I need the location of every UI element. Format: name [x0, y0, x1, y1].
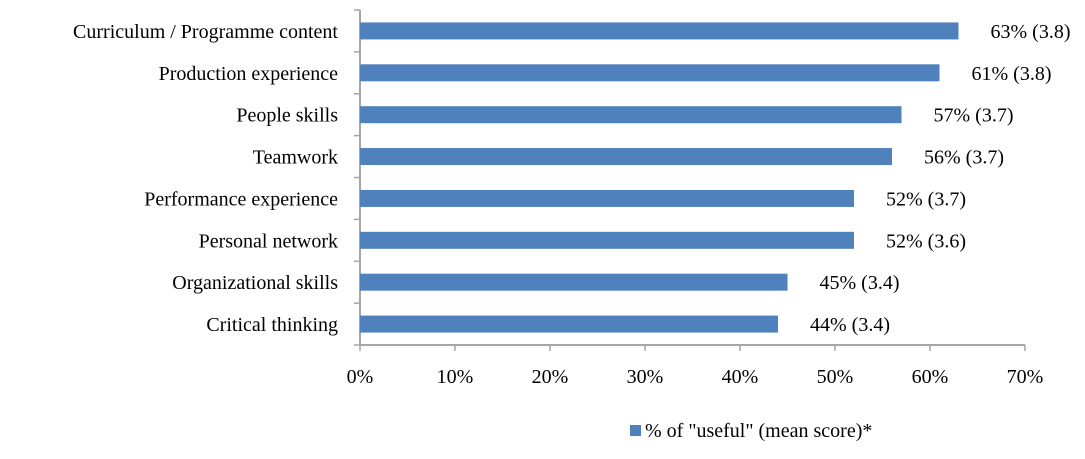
data-label: 45% (3.4)	[820, 272, 900, 294]
bar	[360, 273, 788, 291]
data-label: 52% (3.6)	[886, 230, 966, 252]
data-label: 56% (3.7)	[924, 147, 1004, 169]
x-tick-label: 60%	[912, 366, 949, 388]
x-tick-label: 20%	[532, 366, 569, 388]
category-label: Teamwork	[253, 147, 338, 169]
bar	[360, 64, 940, 82]
category-label: Production experience	[159, 63, 338, 85]
data-label: 52% (3.7)	[886, 188, 966, 210]
legend-swatch	[630, 425, 641, 436]
data-label: 57% (3.7)	[934, 105, 1014, 127]
bar	[360, 231, 854, 249]
legend-label: % of "useful" (mean score)*	[645, 420, 872, 442]
x-tick-label: 30%	[627, 366, 664, 388]
data-label: 44% (3.4)	[810, 314, 890, 336]
bar	[360, 106, 902, 124]
bar	[360, 148, 892, 166]
category-label: Organizational skills	[172, 272, 338, 294]
category-label: Performance experience	[144, 188, 338, 210]
category-label: People skills	[236, 105, 338, 127]
bar	[360, 315, 778, 333]
x-tick-label: 40%	[722, 366, 759, 388]
x-tick-label: 0%	[347, 366, 374, 388]
x-tick-label: 50%	[817, 366, 854, 388]
data-label: 61% (3.8)	[972, 63, 1052, 85]
category-label: Curriculum / Programme content	[73, 21, 338, 43]
x-tick-label: 70%	[1007, 366, 1044, 388]
x-tick-label: 10%	[437, 366, 474, 388]
data-label: 63% (3.8)	[991, 21, 1071, 43]
bar	[360, 189, 854, 207]
category-label: Personal network	[199, 230, 338, 252]
category-label: Critical thinking	[206, 314, 338, 336]
bar	[360, 22, 959, 40]
